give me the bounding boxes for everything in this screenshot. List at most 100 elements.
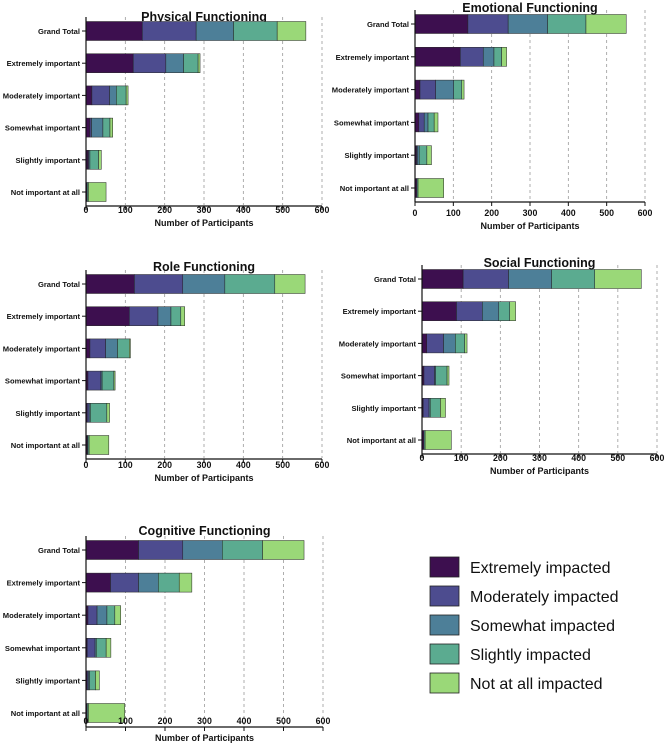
bar-segment [86, 638, 96, 658]
bar-segment [91, 117, 104, 138]
category-label: Slightly important [15, 676, 80, 685]
bar-segment [435, 365, 448, 386]
x-tick-label: 500 [275, 205, 290, 215]
bar-segment [85, 540, 139, 560]
x-tick-label: 500 [610, 453, 625, 463]
bar-segment [86, 403, 90, 423]
bar-segment [88, 182, 107, 202]
bar-segment [96, 638, 107, 658]
bar-segment [138, 540, 184, 560]
chart-panel-2: Emotional Functioning Grand Total Extremel… [332, 1, 653, 231]
chart-title: Physical Functioning [141, 10, 267, 24]
bar-segment [85, 21, 143, 41]
bar-segment [233, 21, 278, 41]
bar-segment [262, 540, 305, 560]
x-tick-label: 300 [197, 205, 212, 215]
legend-label: Moderately impacted [470, 589, 619, 606]
bar-segment [109, 117, 113, 138]
x-tick-label: 600 [650, 453, 665, 463]
x-tick-label: 600 [316, 716, 331, 726]
legend-swatch [429, 614, 460, 636]
bar-segment [508, 269, 552, 289]
bar-segment [182, 274, 226, 294]
category-label: Somewhat important [5, 377, 81, 386]
legend-label: Not at all impacted [470, 676, 603, 693]
category-label: Extremely important [7, 59, 81, 68]
bar-segment [183, 53, 199, 73]
category-label: Not important at all [347, 436, 416, 445]
x-tick-label: 100 [446, 208, 461, 218]
x-tick-label: 300 [523, 208, 538, 218]
bar-segment [443, 333, 456, 354]
bar-segment [85, 306, 130, 326]
category-label: Grand Total [38, 280, 80, 289]
bar-segment [421, 301, 457, 321]
category-label: Somewhat important [5, 644, 81, 653]
bar-segment [426, 333, 444, 354]
x-axis-label: Number of Participants [480, 221, 579, 231]
bar-segment [170, 306, 182, 326]
bar-segment [89, 150, 99, 170]
bar-segment [419, 79, 436, 100]
category-label: Not important at all [11, 709, 80, 718]
legend-label: Slightly impacted [470, 647, 591, 664]
category-label: Grand Total [367, 20, 409, 29]
x-tick-label: 200 [157, 460, 172, 470]
x-tick-label: 300 [197, 460, 212, 470]
category-label: Moderately important [3, 611, 81, 620]
bar-segment [547, 14, 587, 34]
category-label: Slightly important [344, 151, 409, 160]
bar-segment [501, 47, 507, 67]
x-tick-label: 100 [118, 716, 133, 726]
bar-segment [101, 370, 115, 391]
bar-segment [89, 338, 106, 359]
x-tick-label: 600 [315, 460, 330, 470]
category-label: Extremely important [336, 53, 410, 62]
bar-segment [113, 370, 116, 391]
x-tick-label: 300 [532, 453, 547, 463]
bar-segment [414, 47, 461, 67]
bar-segment [435, 79, 454, 100]
legend-swatch [429, 672, 460, 694]
bar-segment [157, 306, 172, 326]
bar-segment [433, 112, 439, 133]
bar-segment [106, 605, 116, 625]
x-tick-label: 400 [236, 205, 251, 215]
category-label: Moderately important [3, 91, 81, 100]
category-label: Grand Total [374, 275, 416, 284]
bar-segment [453, 79, 463, 100]
bar-segment [165, 53, 184, 73]
bar-segment [414, 14, 469, 34]
bar-segment [85, 274, 135, 294]
bar-segment [87, 605, 98, 625]
category-label: Slightly important [351, 404, 416, 413]
category-label: Moderately important [339, 339, 417, 348]
category-label: Slightly important [15, 156, 80, 165]
bar-segment [158, 572, 180, 593]
bar-segment [417, 178, 445, 198]
category-label: Not important at all [11, 188, 80, 197]
x-axis-label: Number of Participants [154, 473, 253, 483]
chart-panel-3: Role Functioning Grand Total Extremely imp… [3, 260, 330, 483]
legend-label: Somewhat impacted [470, 618, 615, 635]
bar-segment [88, 435, 110, 455]
bar-segment [482, 47, 495, 67]
bar-segment [117, 338, 130, 359]
legend: Extremely impacted Moderately impacted Som… [429, 556, 619, 694]
bar-segment [114, 605, 122, 625]
x-tick-label: 500 [599, 208, 614, 218]
bar-segment [134, 274, 184, 294]
legend-swatch [429, 643, 460, 665]
x-tick-label: 500 [275, 460, 290, 470]
x-tick-label: 400 [561, 208, 576, 218]
x-tick-label: 200 [157, 205, 172, 215]
bar-segment [224, 274, 276, 294]
bar-segment [429, 398, 441, 418]
x-tick-label: 100 [118, 460, 133, 470]
bar-segment [85, 85, 93, 106]
x-tick-label: 0 [413, 208, 418, 218]
bar-segment [585, 14, 627, 34]
bar-segment [90, 403, 108, 423]
category-label: Grand Total [38, 27, 80, 36]
